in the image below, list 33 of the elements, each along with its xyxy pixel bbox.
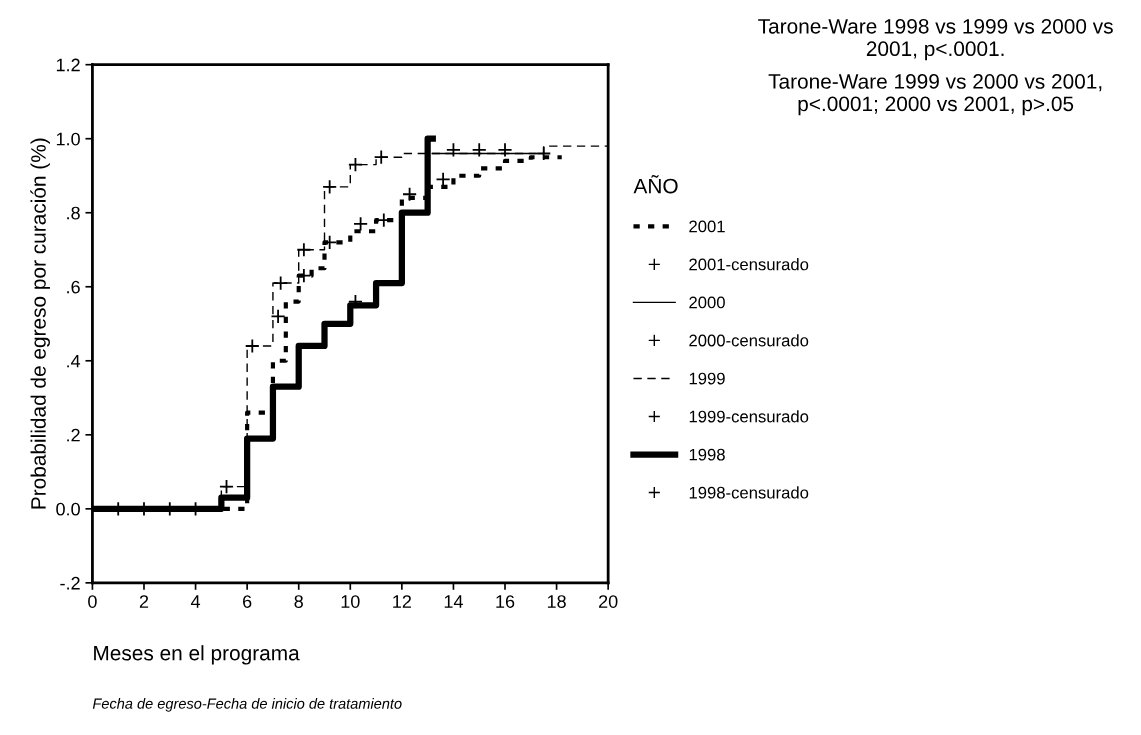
legend-label: 2000 bbox=[689, 296, 725, 309]
x-tick-label: 4 bbox=[190, 595, 201, 608]
y-tick-label: .8 bbox=[67, 206, 80, 220]
y-tick-label: 1.2 bbox=[56, 58, 80, 72]
legend-label: 1998-censurado bbox=[689, 486, 809, 499]
y-tick-label: .2 bbox=[67, 428, 80, 442]
x-tick-label: 18 bbox=[547, 595, 566, 608]
x-tick-label: 6 bbox=[243, 595, 252, 608]
legend-label: 2001 bbox=[689, 220, 725, 233]
y-tick-label: -.2 bbox=[60, 576, 80, 590]
legend-label: 1999-censurado bbox=[689, 410, 809, 423]
y-tick-label: 0.0 bbox=[56, 502, 80, 516]
legend-title: AÑO bbox=[633, 174, 678, 194]
legend-label: 1999 bbox=[689, 372, 725, 385]
x-tick-label: 14 bbox=[444, 595, 463, 608]
y-tick-label: .4 bbox=[67, 354, 81, 368]
x-tick-label: 0 bbox=[88, 595, 97, 608]
x-tick-label: 20 bbox=[599, 595, 618, 608]
x-tick-label: 2 bbox=[139, 595, 149, 608]
x-axis-title: Meses en el programa bbox=[94, 645, 300, 665]
legend-label: 2001-censurado bbox=[689, 258, 809, 271]
y-tick-label: .6 bbox=[67, 280, 80, 294]
text: Tarone-Ware 1999 vs 2000 vs 2001, p<.0001; 2000 vs 2001, p>.05 bbox=[768, 74, 1102, 116]
legend-label: 1998 bbox=[689, 448, 725, 461]
x-tick-label: 8 bbox=[294, 595, 303, 608]
x-tick-label: 10 bbox=[341, 595, 360, 608]
y-axis-title: Probabilidad de egreso por curación (%) bbox=[30, 138, 50, 509]
text: Tarone-Ware 1998 vs 1999 vs 2000 vs 2001, p<.0001. bbox=[758, 18, 1113, 61]
x-tick-label: 12 bbox=[393, 595, 411, 608]
text: Fecha de egreso-Fecha de inicio de tratamiento bbox=[92, 698, 402, 712]
x-tick-label: 16 bbox=[496, 595, 515, 608]
y-tick-label: 1.0 bbox=[56, 132, 80, 146]
legend-label: 2000-censurado bbox=[689, 334, 809, 347]
